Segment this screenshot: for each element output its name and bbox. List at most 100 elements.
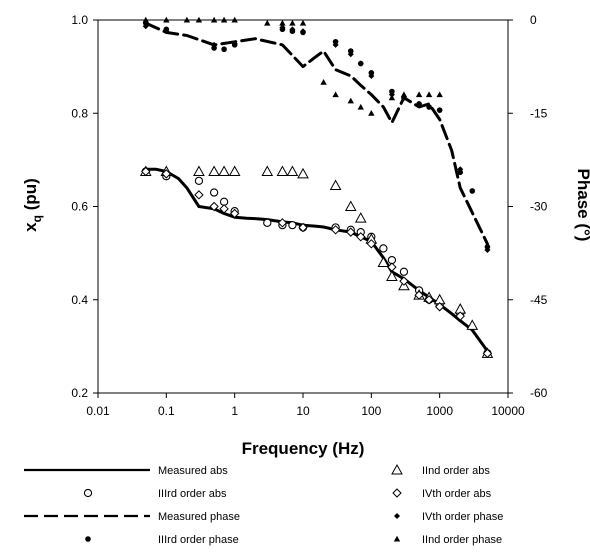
data-point xyxy=(425,91,433,98)
data-point xyxy=(332,41,339,48)
legend-label: IVth order phase xyxy=(422,511,503,523)
legend-item-iind-order-abs: IInd order abs xyxy=(391,463,490,477)
data-point xyxy=(289,19,296,26)
x-tick-label: 10 xyxy=(296,404,310,418)
data-point xyxy=(209,201,219,212)
x-tick-label: 0.1 xyxy=(158,404,175,418)
legend-item-ivth-order-abs: IVth order abs xyxy=(392,488,492,500)
data-point xyxy=(399,267,409,276)
data-point xyxy=(208,165,220,177)
data-point xyxy=(484,244,491,250)
data-point xyxy=(209,188,219,197)
legend-swatch xyxy=(391,463,403,475)
legend-item-ivth-order-phase: IVth order phase xyxy=(394,511,503,523)
data-point xyxy=(416,100,423,107)
data-point xyxy=(141,166,151,177)
plot-frame xyxy=(97,19,509,394)
data-point xyxy=(263,218,272,227)
y2-tick-label: 0 xyxy=(530,13,537,27)
ticks-layer: 0.01 0.1 1 10 100 1000 10000 0.2 0.4 0.6 0.8 1.0 -60… xyxy=(71,13,547,418)
data-point xyxy=(356,232,366,242)
data-point xyxy=(298,222,308,233)
data-point xyxy=(142,23,149,30)
data-point xyxy=(276,165,289,177)
data-point xyxy=(279,19,286,26)
data-point xyxy=(330,225,341,235)
data-point xyxy=(426,104,432,110)
x-tick-label: 10000 xyxy=(491,404,525,418)
legend-item-iiird-order-abs: IIIrd order abs xyxy=(83,488,227,500)
series-iiird-order-abs xyxy=(141,167,492,358)
data-point xyxy=(400,91,408,98)
data-point xyxy=(366,239,377,249)
data-point xyxy=(347,97,354,104)
data-point xyxy=(320,78,327,85)
legend-item-iiird-order-phase: IIIrd order phase xyxy=(85,534,239,546)
y-tick-label: 0.2 xyxy=(71,386,88,400)
data-point xyxy=(163,28,170,35)
legend-swatch xyxy=(392,488,402,498)
data-point xyxy=(368,70,375,76)
data-point xyxy=(379,244,388,253)
series-ivth-order-phase xyxy=(142,23,491,254)
y-tick-label: 0.6 xyxy=(71,200,88,214)
legend-item-measured-phase: Measured phase xyxy=(24,511,240,523)
data-point xyxy=(457,166,464,173)
legend-label: Measured abs xyxy=(158,465,228,477)
data-point xyxy=(436,107,443,114)
data-point xyxy=(344,200,357,211)
data-point xyxy=(261,165,274,177)
data-point xyxy=(455,311,465,321)
series-ivth-order-abs xyxy=(141,166,493,359)
data-point xyxy=(399,276,409,286)
legend-swatch xyxy=(85,536,91,542)
data-point xyxy=(288,220,297,230)
y-tick-label: 0.4 xyxy=(71,293,88,307)
data-point xyxy=(279,24,286,31)
legend-label: IVth order abs xyxy=(422,488,492,500)
data-point xyxy=(218,165,230,177)
data-point xyxy=(332,38,339,45)
data-point xyxy=(354,212,367,223)
y-axis-title-main: x xyxy=(21,222,40,232)
data-point xyxy=(357,103,364,110)
data-point xyxy=(277,218,288,228)
data-point xyxy=(161,169,172,179)
data-point xyxy=(228,165,241,177)
y2-axis-title: Phase (°) xyxy=(574,169,590,242)
data-point xyxy=(434,302,445,312)
data-point xyxy=(484,247,491,254)
data-point xyxy=(347,48,354,54)
y-axis-title-subscript: q xyxy=(30,215,44,222)
data-point xyxy=(286,165,299,177)
data-point xyxy=(211,45,217,51)
data-point xyxy=(469,188,476,194)
y2-tick-label: -60 xyxy=(530,386,548,400)
y2-tick-label: -45 xyxy=(530,293,548,307)
data-point xyxy=(357,60,364,67)
series-line-measured-phase xyxy=(144,21,489,246)
legend-swatch xyxy=(394,513,400,519)
data-point xyxy=(347,51,354,58)
x-tick-label: 100 xyxy=(361,404,381,418)
data-point xyxy=(387,262,397,272)
data-point xyxy=(193,165,205,177)
data-point xyxy=(194,190,204,200)
x-axis-title: Frequency (Hz) xyxy=(242,439,365,458)
legend-swatch xyxy=(393,535,401,542)
y-axis-title: xq (pu) xyxy=(21,178,44,232)
data-point xyxy=(194,176,204,186)
legend: Measured abs IInd order abs IIIrd order ab… xyxy=(24,463,503,546)
data-point xyxy=(219,204,229,214)
data-point xyxy=(297,167,309,179)
data-point xyxy=(424,295,434,305)
x-tick-label: 1 xyxy=(231,404,238,418)
data-point xyxy=(329,179,342,191)
legend-label: Measured phase xyxy=(158,511,240,523)
legend-label: IInd order phase xyxy=(422,534,502,546)
legend-label: IIIrd order abs xyxy=(158,488,227,500)
x-tick-label: 1000 xyxy=(426,404,453,418)
data-point xyxy=(388,94,396,101)
series-iind-order-abs xyxy=(139,165,494,358)
